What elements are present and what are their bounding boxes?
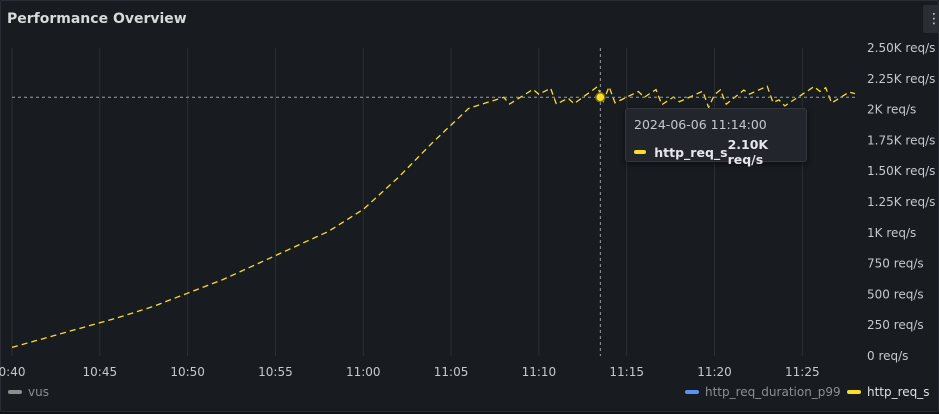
x-tick-label: 11:25 xyxy=(785,365,820,379)
y-tick-label: 500 req/s xyxy=(867,287,924,301)
highlight-point xyxy=(595,92,606,103)
panel-menu-button[interactable]: ⋮ xyxy=(923,5,939,33)
tooltip-series-name: http_req_s xyxy=(654,144,728,160)
y-tick-label: 2.25K req/s xyxy=(867,72,935,86)
x-tick-label: 11:05 xyxy=(434,365,469,379)
y-tick-label: 1.50K req/s xyxy=(867,164,935,178)
hover-tooltip: 2024-06-06 11:14:00 http_req_s 2.10K req… xyxy=(625,108,807,167)
y-tick-label: 1K req/s xyxy=(867,226,916,240)
vertical-ellipsis-icon: ⋮ xyxy=(927,11,939,27)
legend-item-req-s[interactable]: http_req_s xyxy=(847,385,930,399)
legend-label-vus: vus xyxy=(28,385,49,399)
legend-swatch-vus xyxy=(8,390,22,394)
y-tick-label: 750 req/s xyxy=(867,257,924,271)
legend-swatch-p99 xyxy=(685,390,699,394)
tooltip-swatch xyxy=(634,150,647,154)
x-tick-label: 11:10 xyxy=(522,365,557,379)
x-tick-label: 0:40 xyxy=(0,365,25,379)
tooltip-value: 2.10K req/s xyxy=(727,137,769,167)
panel-title: Performance Overview xyxy=(7,11,187,27)
x-tick-label: 10:50 xyxy=(170,365,205,379)
tooltip-time: 2024-06-06 11:14:00 xyxy=(634,117,767,132)
y-tick-label: 1.75K req/s xyxy=(867,133,935,147)
legend-item-vus[interactable]: vus xyxy=(8,385,49,399)
y-tick-label: 0 req/s xyxy=(867,349,908,363)
tooltip-row: http_req_s 2.10K req/s xyxy=(634,137,798,167)
x-tick-label: 10:45 xyxy=(83,365,118,379)
x-tick-label: 10:55 xyxy=(258,365,293,379)
y-tick-label: 2K req/s xyxy=(867,103,916,117)
x-tick-label: 11:00 xyxy=(346,365,381,379)
legend-label-p99: http_req_duration_p99 xyxy=(705,385,841,399)
x-tick-label: 11:20 xyxy=(697,365,732,379)
legend-swatch-req-s xyxy=(847,390,861,394)
y-tick-label: 1.25K req/s xyxy=(867,195,935,209)
x-tick-label: 11:15 xyxy=(609,365,644,379)
y-tick-label: 2.50K req/s xyxy=(867,41,935,55)
y-tick-label: 250 req/s xyxy=(867,318,924,332)
legend-item-p99[interactable]: http_req_duration_p99 xyxy=(685,385,841,399)
legend-label-req-s: http_req_s xyxy=(867,385,930,399)
